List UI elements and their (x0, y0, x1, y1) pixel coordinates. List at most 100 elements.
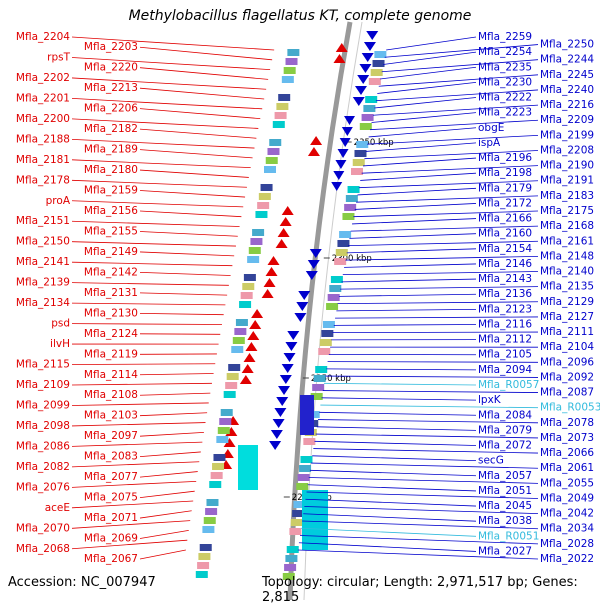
plus-strand-gene (271, 430, 283, 439)
cog-block (238, 445, 258, 490)
plus-strand-gene (333, 171, 344, 180)
gene-label: Mfla_2178 (16, 174, 70, 186)
minus-strand-gene (266, 267, 278, 276)
gene-connector-line (72, 364, 215, 365)
gene-label: Mfla_2130 (84, 307, 138, 319)
gene-label: Mfla_2045 (478, 500, 532, 512)
cog-block (312, 384, 324, 391)
gene-label: Mfla_2105 (478, 349, 532, 361)
gene-label: Mfla_2096 (540, 356, 594, 368)
gene-label: Mfla_2200 (16, 113, 70, 125)
minus-strand-gene (280, 217, 292, 226)
cog-block (300, 456, 312, 463)
gene-connector-line (341, 279, 476, 282)
cog-block (298, 474, 310, 481)
gene-label: Mfla_2124 (84, 328, 138, 340)
gene-label: Mfla_2116 (478, 318, 532, 330)
gene-connector-line (72, 442, 202, 446)
gene-connector-line (303, 514, 476, 521)
cog-block (204, 517, 216, 524)
gene-connector-line (140, 47, 272, 60)
cog-block (250, 238, 262, 245)
gene-label: Mfla_2079 (478, 424, 532, 436)
cog-block (228, 364, 240, 371)
cog-block (275, 112, 287, 119)
gene-label: Mfla_2114 (84, 369, 138, 381)
gene-connector-line (140, 191, 245, 198)
cog-block (315, 366, 327, 373)
gene-label: Mfla_2143 (478, 273, 532, 285)
gene-connector-line (72, 383, 212, 385)
gene-label: Mfla_2213 (84, 82, 138, 94)
gene-label: Mfla_2204 (16, 31, 70, 43)
cog-block (321, 330, 333, 337)
gene-connector-line (140, 88, 264, 99)
gene-connector-line (140, 109, 260, 119)
gene-label: Mfla_2068 (16, 543, 70, 555)
gene-label: Mfla_2198 (478, 167, 532, 179)
cog-block (286, 58, 298, 65)
cog-block (339, 231, 351, 238)
plus-strand-gene (285, 342, 297, 351)
gene-label: Mfla_2240 (540, 84, 594, 96)
cog-block (196, 571, 208, 578)
gene-label: Mfla_2181 (16, 154, 70, 166)
cog-block (236, 319, 248, 326)
cog-block (257, 202, 269, 209)
cog-block (287, 546, 299, 553)
gene-connector-line (320, 405, 538, 408)
gene-connector-line (140, 530, 189, 538)
cog-block (255, 211, 267, 218)
gene-label: Mfla_2072 (478, 440, 532, 452)
gene-label: Mfla_2188 (16, 133, 70, 145)
plus-strand-gene (308, 260, 320, 269)
cog-block (261, 184, 273, 191)
cog-block (337, 240, 349, 247)
cog-block (291, 519, 303, 526)
plus-strand-gene (364, 42, 376, 51)
gene-label: Mfla_2161 (540, 235, 594, 247)
cog-block (331, 276, 343, 283)
gene-label: Mfla_2140 (540, 266, 594, 278)
gene-connector-line (374, 98, 476, 108)
gene-label: Mfla_2196 (478, 152, 532, 164)
gene-label: Mfla_2135 (540, 281, 594, 293)
gene-connector-line (383, 52, 476, 64)
plus-strand-gene (276, 397, 288, 406)
gene-connector-line (363, 158, 476, 166)
minus-strand-gene (276, 239, 288, 248)
cog-block (252, 229, 264, 236)
gene-label: Mfla_2154 (478, 243, 532, 255)
cog-block (336, 249, 348, 256)
gene-label: Mfla_2183 (540, 190, 594, 202)
gene-label: Mfla_R0053 (540, 402, 600, 414)
gene-label: Mfla_2069 (84, 533, 138, 545)
gene-label: Mfla_R0057 (478, 379, 539, 391)
gene-connector-line (140, 129, 256, 138)
gene-connector-line (360, 173, 476, 180)
gene-label: Mfla_2250 (540, 39, 594, 51)
gene-label: Mfla_2083 (84, 451, 138, 463)
cog-block (282, 76, 294, 83)
plus-strand-gene (338, 149, 349, 158)
cog-block (356, 141, 368, 148)
cog-block (231, 346, 243, 353)
cog-block (249, 247, 261, 254)
gene-connector-line (72, 324, 222, 325)
gene-label: Mfla_2028 (540, 538, 594, 550)
gene-label: Mfla_2201 (16, 92, 70, 104)
cog-block (303, 438, 315, 445)
minus-strand-gene (308, 147, 320, 156)
gene-label: Mfla_2129 (540, 296, 594, 308)
cog-block (239, 301, 251, 308)
cog-block (346, 195, 358, 202)
cog-block (198, 553, 210, 560)
gene-label: Mfla_2127 (540, 311, 594, 323)
gene-label: Mfla_2150 (16, 236, 70, 248)
cog-block (314, 375, 326, 382)
cog-block (328, 294, 340, 301)
gene-label: Mfla_2206 (84, 103, 138, 115)
gene-label: Mfla_2230 (478, 76, 532, 88)
